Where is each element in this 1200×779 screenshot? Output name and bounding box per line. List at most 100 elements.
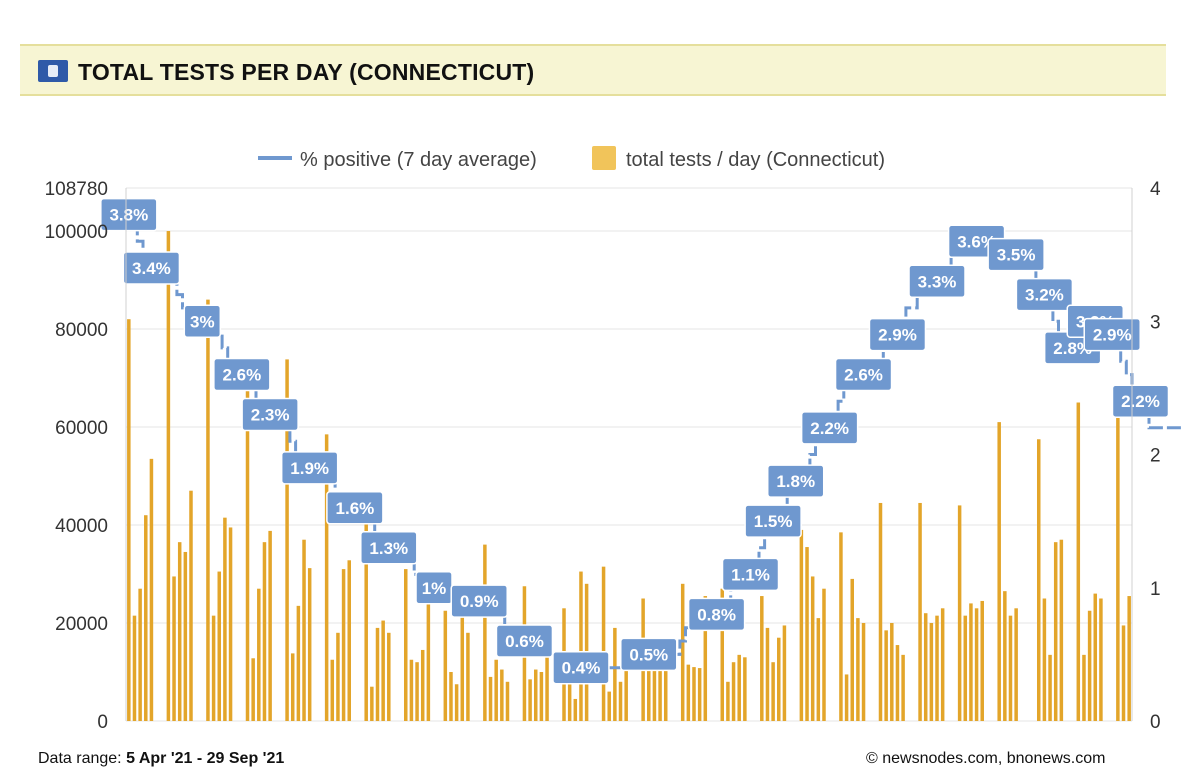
test-bar <box>307 568 312 721</box>
test-bar <box>183 551 188 721</box>
test-bar <box>782 625 787 721</box>
test-bar <box>539 672 544 721</box>
left-tick-label: 60000 <box>55 418 108 439</box>
test-bar <box>494 659 498 721</box>
label-text: 2.6% <box>844 366 883 385</box>
chart-header: TOTAL TESTS PER DAY (CONNECTICUT) <box>20 44 1166 96</box>
test-bar <box>663 640 668 721</box>
label-text: 0.8% <box>697 605 736 624</box>
test-bar <box>144 515 148 721</box>
test-bar <box>347 560 351 721</box>
label-box <box>360 531 418 565</box>
test-bar <box>810 576 815 721</box>
label-text: 0.9% <box>460 592 499 611</box>
label-box <box>987 237 1045 272</box>
test-bar <box>127 319 131 721</box>
test-bar <box>223 517 227 721</box>
test-bar <box>1127 596 1131 721</box>
test-bar <box>1048 654 1052 721</box>
test-bar <box>799 529 804 721</box>
test-bar <box>545 652 549 721</box>
test-bar <box>172 576 176 721</box>
test-bar <box>969 603 973 721</box>
positivity-label: 3% <box>183 304 222 338</box>
positivity-label: 3.2% <box>1015 277 1074 312</box>
test-bar <box>217 571 222 721</box>
label-box <box>122 251 181 285</box>
data-range: Data range: 5 Apr '21 - 29 Sep '21 <box>38 750 284 768</box>
positivity-label: 1.5% <box>744 504 802 538</box>
label-text: 2.6% <box>222 366 261 385</box>
label-box <box>744 504 802 538</box>
test-bar <box>189 490 193 721</box>
test-bar <box>997 422 1001 721</box>
test-bar <box>731 662 736 721</box>
test-bar <box>505 681 510 721</box>
left-tick-label: 0 <box>97 712 108 733</box>
label-text: 1.8% <box>776 472 815 491</box>
positivity-label: 1.3% <box>360 531 418 565</box>
label-box <box>834 357 893 392</box>
label-box <box>1111 384 1170 418</box>
test-bar <box>624 647 628 721</box>
label-text: 1.1% <box>731 565 770 584</box>
test-bar <box>370 686 374 721</box>
label-text: 2.2% <box>810 419 849 438</box>
label-text: 3.3% <box>918 272 957 291</box>
test-bar <box>703 596 708 721</box>
test-bar <box>330 659 335 721</box>
test-bar <box>839 532 843 721</box>
positivity-label: 2.3% <box>241 397 299 432</box>
test-bar <box>697 668 702 721</box>
label-box <box>721 557 780 592</box>
test-bar <box>726 681 730 721</box>
test-bar <box>206 299 210 721</box>
label-text: 2.8% <box>1053 339 1092 358</box>
test-bar <box>483 544 487 721</box>
test-bar <box>822 588 826 721</box>
test-bar <box>387 632 391 721</box>
test-bar <box>686 664 691 721</box>
positivity-label: 2.9% <box>1083 317 1141 352</box>
right-tick-label: 2 <box>1150 446 1161 467</box>
left-tick-label: 108780 <box>45 179 108 200</box>
test-bar <box>290 653 295 721</box>
test-bar <box>1042 598 1047 721</box>
test-bar <box>1093 593 1098 721</box>
label-text: 1.5% <box>754 512 793 531</box>
data-range-value: 5 Apr '21 - 29 Sep '21 <box>126 750 285 767</box>
test-bar <box>341 569 346 721</box>
label-text: 1% <box>422 579 447 598</box>
test-bar <box>601 566 606 721</box>
test-bar <box>488 676 493 721</box>
positivity-label: 1.9% <box>280 451 339 485</box>
legend-bar-swatch <box>592 146 616 170</box>
test-bar <box>528 679 532 721</box>
test-bar <box>918 502 922 721</box>
test-bar <box>404 569 408 721</box>
label-text: 1.6% <box>336 499 375 518</box>
test-bar <box>1014 608 1018 721</box>
label-box <box>687 597 746 632</box>
label-text: 3.6% <box>957 232 996 251</box>
positivity-label: 1.6% <box>326 491 384 525</box>
test-bar <box>1036 439 1041 721</box>
label-text: 2.9% <box>1093 326 1132 345</box>
test-bar <box>940 608 945 721</box>
label-box <box>495 624 554 658</box>
test-bar <box>364 495 368 721</box>
test-bar <box>166 231 171 722</box>
test-bar <box>132 615 137 721</box>
label-box <box>326 491 384 525</box>
test-bar <box>607 691 611 721</box>
connecticut-flag-icon <box>38 60 68 82</box>
positivity-label: 0.6% <box>495 624 554 658</box>
left-tick-label: 80000 <box>55 320 108 341</box>
test-bar <box>1099 598 1103 721</box>
test-bar <box>884 630 888 721</box>
positivity-label: 2.2% <box>800 411 859 445</box>
test-bar <box>375 627 380 721</box>
test-bar <box>466 632 470 721</box>
label-box <box>213 357 271 392</box>
test-bar <box>647 669 651 721</box>
